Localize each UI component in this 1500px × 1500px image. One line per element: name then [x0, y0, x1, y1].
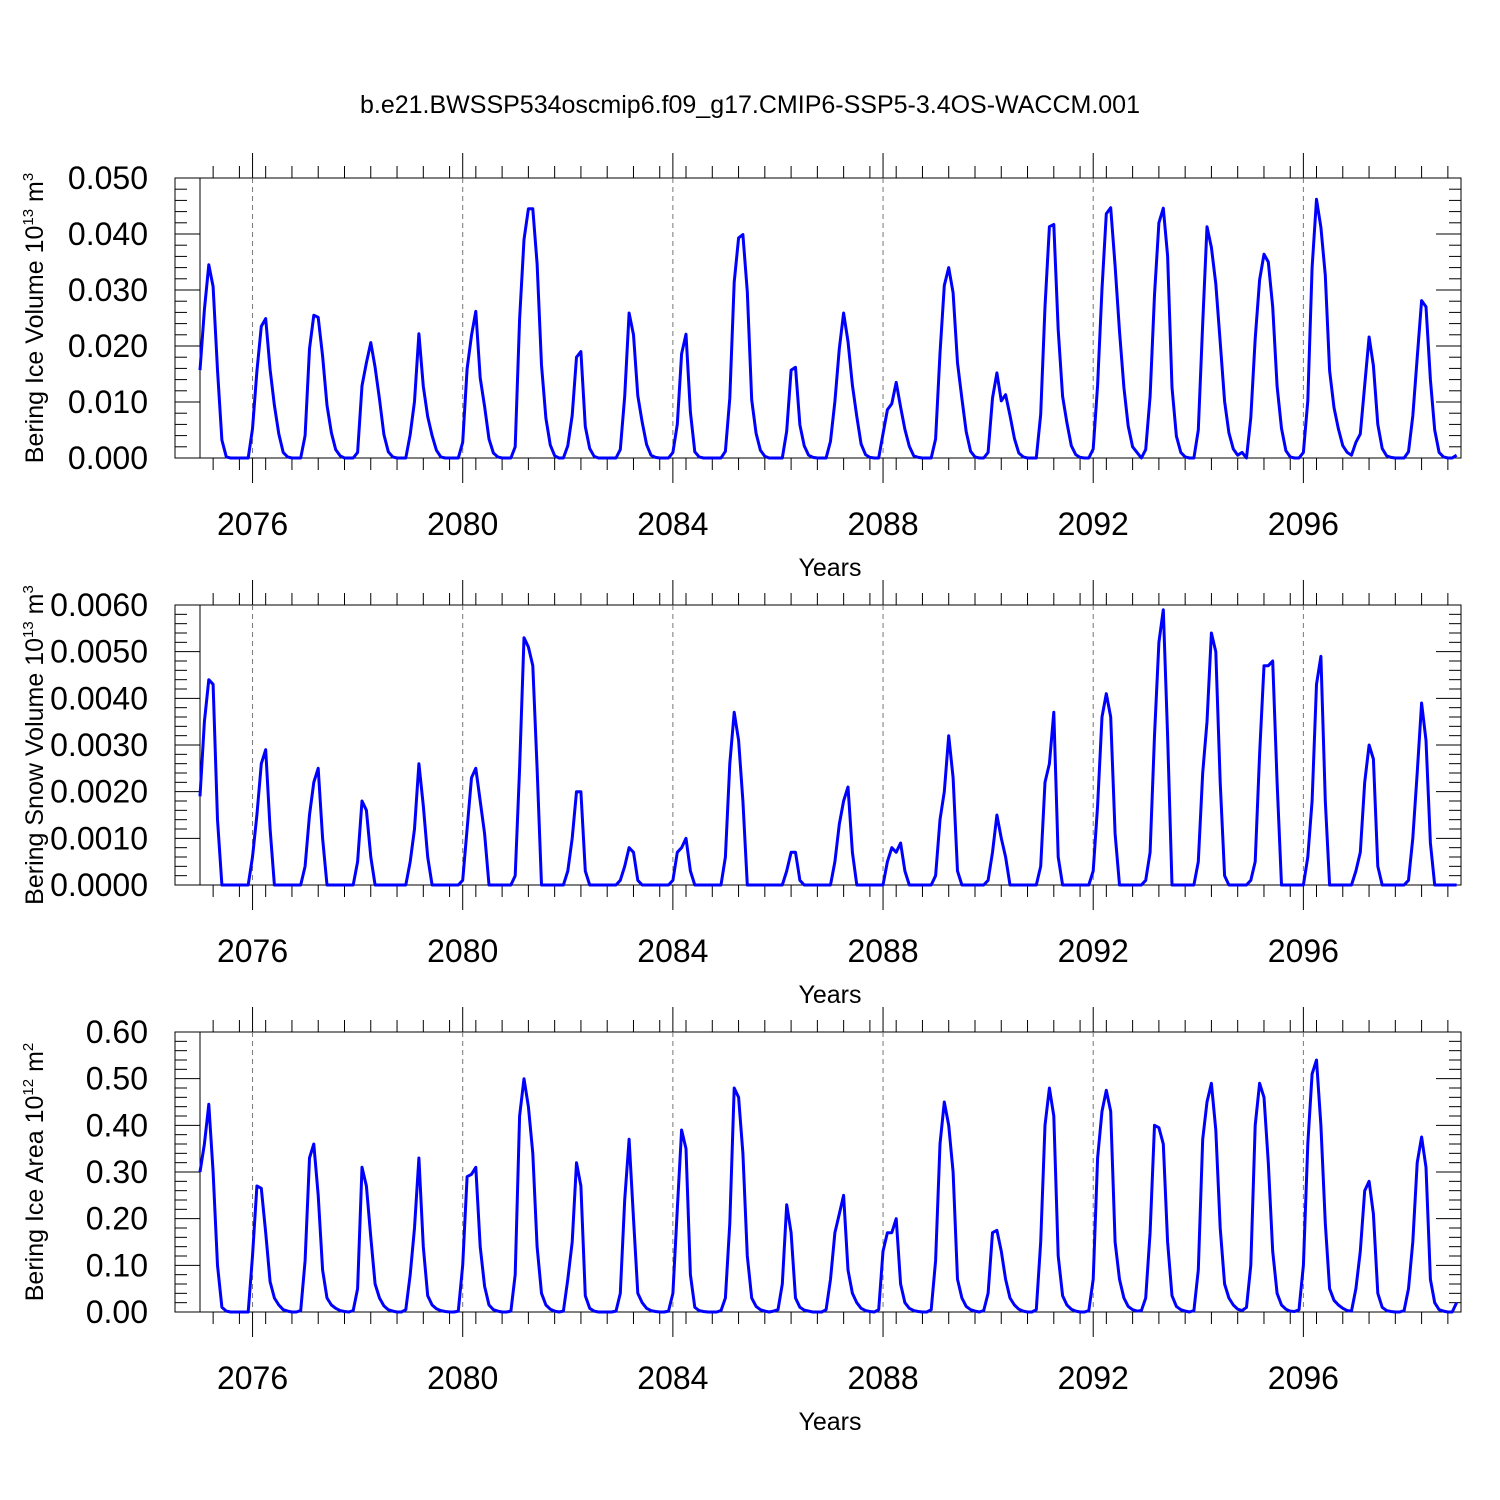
chart2-ylabel-main: Bering Ice Area 10: [21, 1096, 49, 1302]
chart1-ytick-label: 0.0040: [50, 680, 148, 716]
chart0-xlabel: Years: [798, 554, 861, 582]
chart0-xtick-label: 2088: [847, 506, 918, 542]
chart2-xtick-label: 2092: [1058, 1360, 1129, 1396]
chart1-xtick-label: 2084: [637, 933, 708, 969]
chart0-ytick-label: 0.010: [68, 384, 148, 420]
chart1-xtick-label: 2080: [427, 933, 498, 969]
chart0-ytick-label: 0.050: [68, 160, 148, 196]
chart2-series-line: [198, 1058, 1458, 1314]
chart0-xtick-label: 2092: [1058, 506, 1129, 542]
chart0-xtick-label: 2076: [217, 506, 288, 542]
chart2-xtick-label: 2076: [217, 1360, 288, 1396]
chart0-series-line: [198, 197, 1458, 460]
chart0-xtick-label: 2096: [1268, 506, 1339, 542]
panel-snow-volume: 2076 2080 2084 2088 2092 2096 0.0000 0.0010 0.00…: [20, 580, 1462, 1009]
chart2-ylabel-exp: 12: [20, 1079, 37, 1096]
chart0-ytick-label: 0.040: [68, 216, 148, 252]
chart1-xtick-label: 2092: [1058, 933, 1129, 969]
chart0-xtick-label: 2084: [637, 506, 708, 542]
chart1-ylabel-unit-exp: 3: [20, 585, 37, 593]
chart2-ytick-label: 0.50: [86, 1061, 148, 1097]
chart1-ylabel-main: Bering Snow Volume 10: [21, 638, 49, 905]
chart2-ylabel: Bering Ice Area 1012 m2: [20, 1043, 49, 1302]
chart2-ytick-label: 0.60: [86, 1014, 148, 1050]
chart0-ytick-label: 0.020: [68, 328, 148, 364]
chart2-ytick-label: 0.00: [86, 1294, 148, 1330]
figure-title: b.e21.BWSSP534oscmip6.f09_g17.CMIP6-SSP5…: [360, 91, 1140, 119]
chart1-ytick-label: 0.0050: [50, 634, 148, 670]
chart1-ylabel-exp: 13: [20, 621, 37, 638]
panel-ice-volume: 2076 2080 2084 2088 2092 2096 0.000 0.010 0.020 0…: [20, 153, 1462, 582]
chart1-ylabel: Bering Snow Volume 1013 m3: [20, 585, 49, 905]
chart1-xlabel: Years: [798, 981, 861, 1009]
chart0-ylabel-exp: 13: [20, 209, 37, 226]
chart1-ytick-label: 0.0010: [50, 820, 148, 856]
chart0-ylabel-unit: m: [21, 181, 49, 209]
chart1-ytick-label: 0.0020: [50, 774, 148, 810]
chart0-ytick-label: 0.000: [68, 440, 148, 476]
panel-ice-area: 2076 2080 2084 2088 2092 2096 0.00 0.10 0.20 0.30…: [20, 1007, 1462, 1436]
chart1-ylabel-unit: m: [21, 594, 49, 622]
chart2-xtick-label: 2080: [427, 1360, 498, 1396]
chart1-ytick-label: 0.0000: [50, 867, 148, 903]
chart0-xtick-label: 2080: [427, 506, 498, 542]
chart1-ytick-label: 0.0060: [50, 587, 148, 623]
chart1-series-line: [198, 608, 1457, 887]
chart1-xtick-label: 2076: [217, 933, 288, 969]
chart1-ytick-label: 0.0030: [50, 727, 148, 763]
chart0-ylabel-main: Bering Ice Volume 10: [21, 226, 49, 464]
chart2-xtick-label: 2084: [637, 1360, 708, 1396]
chart1-frame: [174, 604, 1462, 886]
chart0-ylabel-unit-exp: 3: [20, 173, 37, 181]
chart0-ytick-label: 0.030: [68, 272, 148, 308]
chart2-ylabel-unit-exp: 2: [20, 1043, 37, 1051]
chart1-xtick-label: 2096: [1268, 933, 1339, 969]
chart2-ytick-label: 0.20: [86, 1201, 148, 1237]
chart0-frame: [174, 177, 1462, 459]
chart1-xtick-label: 2088: [847, 933, 918, 969]
chart2-xtick-label: 2096: [1268, 1360, 1339, 1396]
chart2-ytick-label: 0.30: [86, 1154, 148, 1190]
chart2-ytick-label: 0.10: [86, 1247, 148, 1283]
chart2-ylabel-unit: m: [21, 1051, 49, 1079]
chart2-ytick-label: 0.40: [86, 1107, 148, 1143]
chart2-xlabel: Years: [798, 1408, 861, 1436]
chart0-ylabel: Bering Ice Volume 1013 m3: [20, 173, 49, 463]
chart2-xtick-label: 2088: [847, 1360, 918, 1396]
